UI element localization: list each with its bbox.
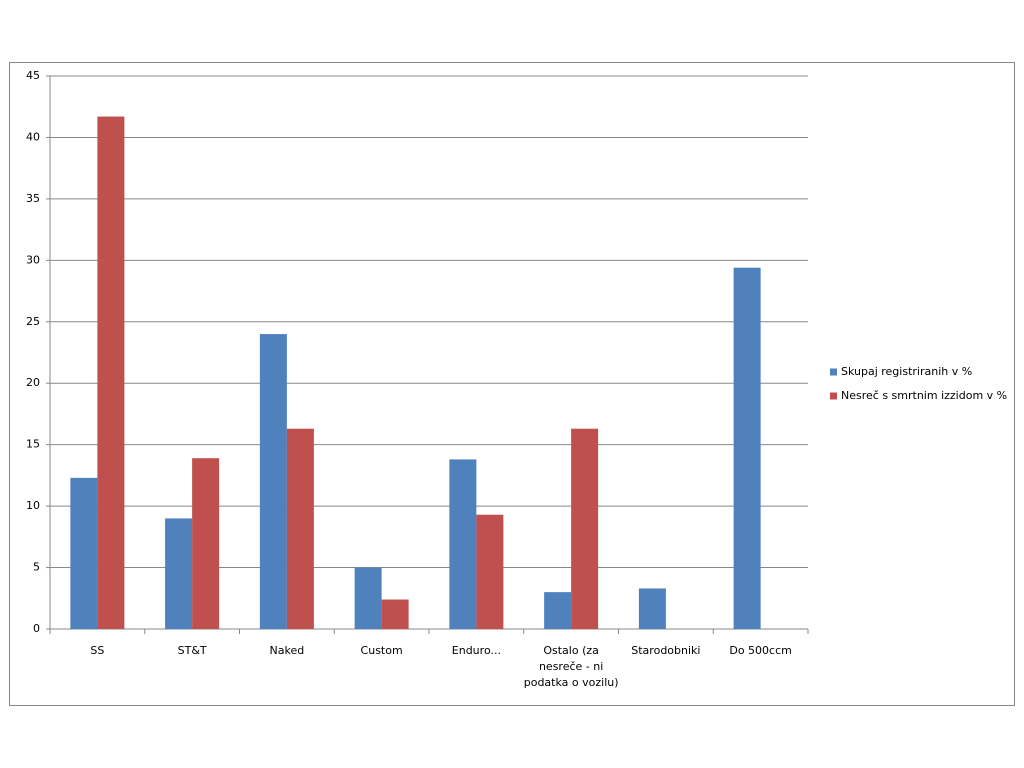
bar	[476, 514, 504, 629]
bar	[97, 116, 125, 629]
bar	[259, 334, 287, 629]
y-tick-label: 40	[26, 130, 40, 143]
y-tick-label: 35	[26, 192, 40, 205]
x-tick-label: Do 500ccm	[729, 644, 792, 657]
bar	[286, 428, 314, 629]
y-tick-label: 0	[33, 622, 40, 635]
bar	[381, 599, 409, 629]
y-tick-label: 20	[26, 376, 40, 389]
x-tick-label: Ostalo (za nesreče - ni podatka o vozilu…	[523, 644, 619, 689]
legend-swatch	[830, 392, 837, 400]
x-tick-label: ST&T	[177, 644, 207, 657]
x-tick-label: Custom	[360, 644, 403, 657]
x-tick-label: SS	[90, 644, 105, 657]
bar	[638, 588, 666, 629]
legend-label: Nesreč s smrtnim izzidom v %	[841, 389, 1007, 402]
bar	[70, 477, 98, 629]
y-tick-label: 30	[26, 253, 40, 266]
chart-frame	[9, 62, 1015, 706]
y-tick-label: 25	[26, 315, 40, 328]
bar	[733, 267, 761, 629]
bar	[449, 459, 477, 629]
legend-label: Skupaj registriranih v %	[841, 365, 972, 378]
y-tick-label: 15	[26, 438, 40, 451]
bar	[165, 518, 193, 629]
bar	[544, 592, 572, 629]
bar	[354, 567, 382, 629]
x-tick-label: Enduro...	[451, 644, 501, 657]
x-tick-label: Naked	[269, 644, 305, 657]
x-tick-label: Starodobniki	[631, 644, 701, 657]
y-tick-label: 45	[26, 69, 40, 82]
bar	[571, 428, 599, 629]
bar	[192, 458, 220, 629]
legend-swatch	[830, 368, 837, 376]
y-tick-label: 5	[33, 561, 40, 574]
y-tick-label: 10	[26, 499, 40, 512]
